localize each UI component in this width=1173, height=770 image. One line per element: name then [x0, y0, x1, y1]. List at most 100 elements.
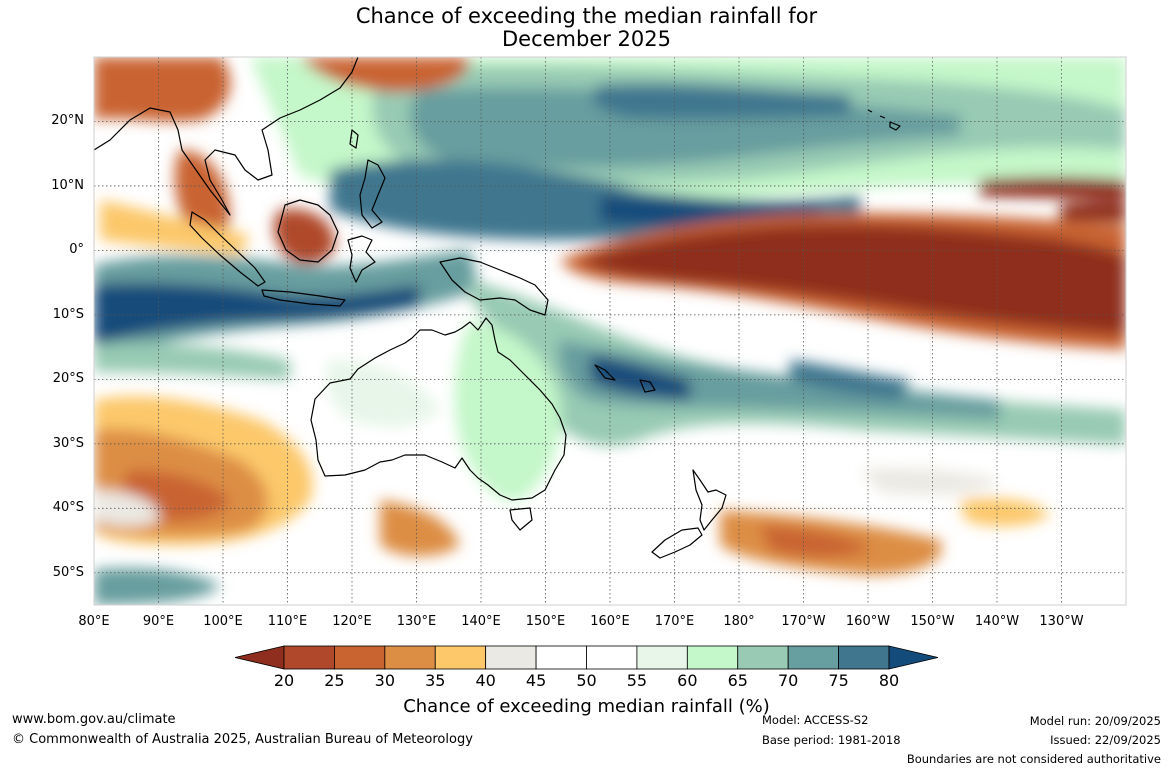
boundary-disclaimer: Boundaries are not considered authoritat… — [906, 752, 1161, 766]
lat-tick-label-2: 0° — [69, 242, 84, 258]
field-south-pacific-dry-east — [960, 498, 1050, 527]
colorbar-extend-high — [888, 645, 939, 670]
colorbar-label-11: 75 — [828, 671, 849, 690]
sulawesi-coastline — [347, 235, 376, 283]
java-coastline — [261, 289, 346, 307]
field-maritime-fringe — [94, 343, 290, 380]
lat-tick-label-5: 30°S — [52, 435, 84, 451]
lon-tick-label-10: 180° — [723, 614, 755, 629]
field-spcz-deep-blue-1 — [590, 355, 690, 400]
colorbar-bin-3 — [434, 645, 487, 670]
copyright-text: © Commonwealth of Australia 2025, Austra… — [12, 732, 473, 747]
new-caledonia-coastline — [594, 364, 616, 381]
colorbar-bin-5 — [535, 645, 587, 670]
colorbar-bin-0 — [283, 645, 335, 670]
lon-tick-label-3: 110°E — [267, 614, 308, 629]
map-frame — [93, 56, 1127, 606]
colorbar-bin-10 — [787, 645, 839, 670]
lon-tick-label-4: 120°E — [332, 614, 372, 629]
field-neutral-patch-2 — [860, 468, 1000, 495]
colorbar-label-3: 35 — [425, 671, 446, 690]
colorbar-label-7: 55 — [626, 671, 648, 690]
field-indochina-dry — [174, 150, 230, 239]
colorbar-label-2: 30 — [374, 671, 395, 690]
fiji-coastline — [639, 379, 656, 393]
lat-tick-label-0: 20°N — [51, 113, 84, 129]
taiwan-coastline — [349, 129, 359, 149]
colorbar-bin-9 — [737, 645, 789, 670]
field-spcz-teal — [558, 340, 1000, 420]
lon-tick-label-15: 130°W — [1039, 614, 1084, 629]
field-pacific-dry-deep — [580, 224, 1126, 335]
colorbar-extend-low — [234, 645, 285, 670]
colorbar-bin-8 — [686, 645, 739, 670]
issued-date: Issued: 22/09/2025 — [1050, 733, 1161, 747]
field-northwest-dry — [94, 57, 231, 122]
lon-tick-label-7: 150°E — [525, 614, 566, 629]
model-run-date: Model run: 20/09/2025 — [1029, 714, 1161, 728]
lon-tick-label-9: 170°E — [654, 614, 695, 629]
lon-tick-label-0: 80°E — [78, 614, 110, 629]
field-sumatra-dry — [100, 200, 250, 255]
tasmania-coastline — [509, 507, 533, 531]
philippines-coastline — [359, 159, 386, 229]
field-pacific-dry-north-streak-2 — [1060, 200, 1126, 222]
colorbar-label-4: 40 — [475, 671, 496, 690]
model-name: Model: ACCESS-S2 — [762, 713, 869, 727]
lon-tick-label-11: 170°W — [781, 614, 826, 629]
colorbar-label-10: 70 — [777, 671, 799, 690]
field-borneo-dry — [273, 209, 335, 264]
lat-tick-label-7: 50°S — [52, 564, 84, 580]
field-tasman-south-dry — [380, 500, 460, 557]
borneo-coastline — [277, 199, 339, 263]
colorbar-label-8: 60 — [677, 671, 698, 690]
sumatra-coastline — [189, 211, 266, 287]
field-south-pacific-dry-core — [760, 525, 870, 558]
colorbar-label-5: 45 — [525, 671, 547, 690]
colorbar-label-0: 20 — [273, 671, 295, 690]
colorbar — [234, 645, 939, 670]
chart-title-line2: December 2025 — [501, 27, 671, 51]
new-zealand-north-island — [692, 469, 727, 531]
colorbar-label-1: 25 — [324, 671, 345, 690]
lon-tick-label-2: 100°E — [203, 614, 243, 629]
lon-tick-label-14: 140°W — [974, 614, 1020, 629]
colorbar-label-6: 50 — [576, 671, 597, 690]
graticule — [94, 57, 1126, 605]
colorbar-title: Chance of exceeding median rainfall (%) — [403, 696, 770, 717]
field-north-pacific-blue — [592, 83, 850, 119]
mainland-asia-coastline — [94, 57, 359, 216]
hawaii-coastline — [867, 109, 901, 131]
lat-tick-label-3: 10°S — [52, 306, 84, 322]
field-pacific-dry-north-streak — [980, 177, 1126, 200]
colorbar-bin-7 — [636, 645, 688, 670]
lat-tick-label-4: 20°S — [52, 371, 84, 387]
website-link[interactable]: www.bom.gov.au/climate — [12, 712, 176, 727]
lat-tick-label-1: 10°N — [51, 177, 84, 193]
lon-tick-label-1: 90°E — [142, 614, 175, 629]
field-china-dry — [300, 57, 470, 92]
colorbar-bin-6 — [586, 645, 638, 670]
lon-tick-label-5: 130°E — [396, 614, 437, 629]
field-central-australia-lightgreen — [326, 360, 440, 427]
new-guinea-coastline — [439, 257, 549, 316]
colorbar-bin-1 — [334, 645, 386, 670]
base-period: Base period: 1981-2018 — [762, 733, 901, 747]
colorbar-bin-2 — [384, 645, 436, 670]
australia-coastline — [310, 317, 567, 501]
lat-tick-label-6: 40°S — [52, 500, 84, 516]
new-zealand-south-island — [651, 527, 703, 559]
lon-tick-label-13: 150°W — [910, 614, 955, 629]
lon-tick-label-8: 160°E — [590, 614, 630, 629]
colorbar-label-9: 65 — [727, 671, 748, 690]
chart-title-line1: Chance of exceeding the median rainfall … — [355, 4, 818, 28]
colorbar-bin-4 — [485, 645, 537, 670]
lon-tick-label-12: 160°W — [845, 614, 891, 629]
lon-tick-label-6: 140°E — [461, 614, 501, 629]
colorbar-label-12: 80 — [878, 671, 900, 690]
colorbar-bin-11 — [838, 645, 890, 670]
probability-field — [94, 57, 1126, 605]
field-southern-ocean-wet — [94, 568, 220, 605]
field-spcz-blue-2 — [790, 360, 910, 400]
